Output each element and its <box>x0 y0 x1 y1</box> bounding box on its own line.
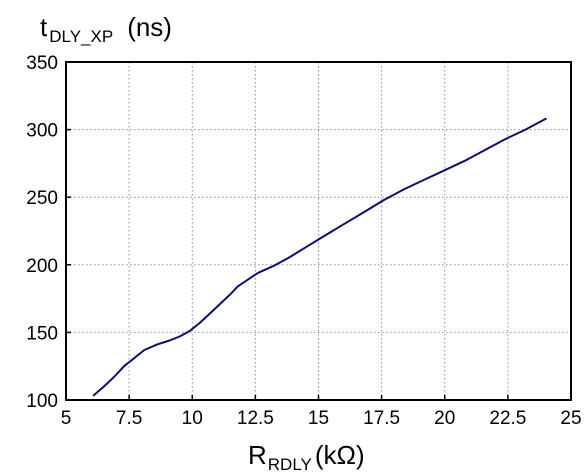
y-tick-label: 200 <box>26 256 58 277</box>
series-layer <box>92 117 547 397</box>
x-axis-title-unit: (kΩ) <box>315 440 365 470</box>
x-tick-label: 22.5 <box>489 408 526 429</box>
grid-lines <box>66 62 571 400</box>
x-tick-label: 10 <box>182 408 203 429</box>
x-tick-label: 17.5 <box>363 408 400 429</box>
y-tick-label: 250 <box>26 188 58 209</box>
x-tick-label: 20 <box>434 408 455 429</box>
x-axis-title-subscript: RDLY <box>268 455 312 472</box>
y-axis-ticks: 100 150 200 250 300 350 <box>26 53 71 412</box>
x-tick-label: 15 <box>308 408 329 429</box>
y-axis-title: t DLY_XP (ns) <box>40 12 172 46</box>
x-tick-label: 7.5 <box>116 408 142 429</box>
x-axis-title-main: R <box>248 440 267 470</box>
x-tick-label: 12.5 <box>237 408 274 429</box>
y-axis-title-subscript: DLY_XP <box>49 27 113 46</box>
x-tick-label: 5 <box>61 408 72 429</box>
y-tick-label: 300 <box>26 121 58 142</box>
y-tick-label: 150 <box>26 323 58 344</box>
series-line <box>92 117 547 397</box>
x-axis-title: RRDLY (kΩ) <box>248 440 365 472</box>
y-tick-label: 350 <box>26 53 58 74</box>
y-axis-title-unit: (ns) <box>127 12 172 42</box>
x-tick-label: 25 <box>560 408 581 429</box>
y-axis-title-main: t <box>40 12 48 42</box>
y-tick-label: 100 <box>26 391 58 412</box>
x-axis-ticks: 5 7.5 10 12.5 15 17.5 20 22.5 25 <box>61 395 582 429</box>
